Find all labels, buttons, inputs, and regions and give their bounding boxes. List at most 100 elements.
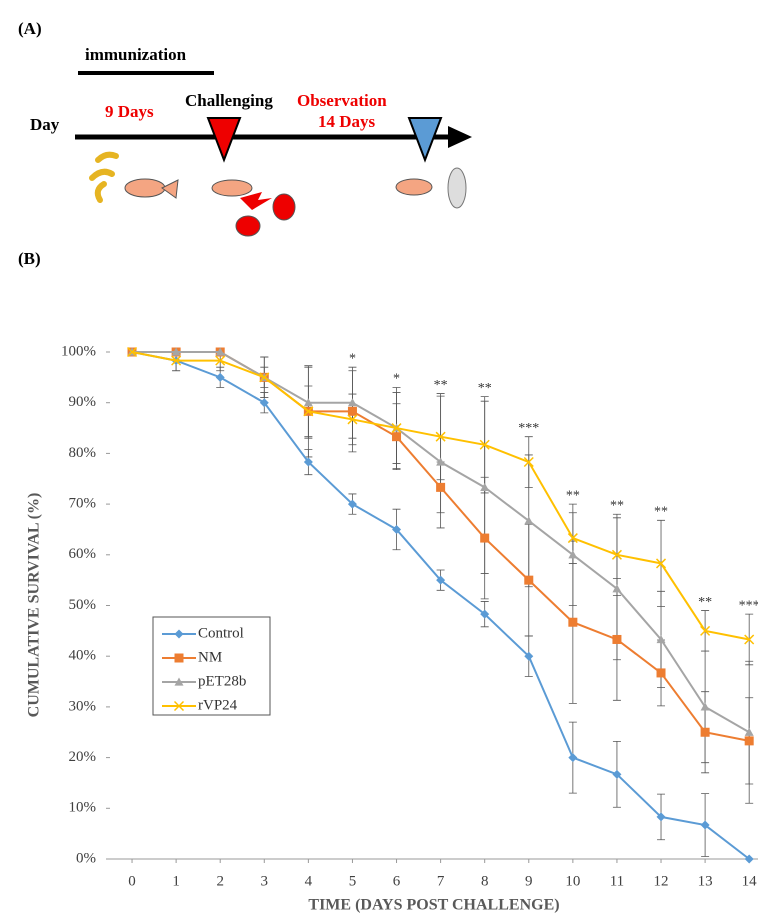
significance-label: ** — [566, 488, 580, 503]
x-tick-label: 9 — [525, 873, 533, 889]
marker — [436, 457, 446, 466]
marker — [656, 812, 666, 822]
shrimp-icon — [124, 178, 179, 199]
x-tick-label: 10 — [565, 873, 580, 889]
y-tick-label: 90% — [69, 394, 97, 410]
challenge-marker — [206, 117, 242, 163]
y-tick-label: 0% — [76, 850, 96, 866]
fourteen-days-label: 14 Days — [318, 112, 376, 131]
marker — [656, 634, 666, 644]
x-tick-label: 3 — [261, 873, 269, 889]
marker — [436, 482, 446, 492]
x-tick-label: 8 — [481, 873, 489, 889]
legend-label: Control — [198, 625, 244, 641]
marker — [700, 625, 711, 636]
marker — [480, 609, 490, 619]
x-tick-label: 7 — [437, 873, 445, 889]
marker — [524, 516, 534, 525]
marker — [259, 398, 269, 408]
x-axis-label: TIME (DAYS POST CHALLENGE) — [308, 897, 559, 914]
marker — [524, 575, 534, 585]
marker — [700, 727, 710, 737]
immunization-label: immunization — [85, 45, 187, 64]
marker — [174, 653, 184, 663]
marker — [744, 634, 755, 645]
marker — [568, 617, 578, 627]
y-tick-label: 70% — [69, 496, 97, 512]
marker — [435, 431, 446, 442]
x-tick-label: 13 — [698, 873, 713, 889]
y-tick-label: 20% — [69, 749, 97, 765]
marker — [567, 533, 578, 544]
legend — [152, 616, 271, 716]
marker — [612, 769, 622, 779]
marker — [215, 347, 225, 356]
end-marker — [407, 117, 443, 163]
marker — [568, 550, 578, 559]
x-tick-label: 1 — [172, 873, 180, 889]
shrimp-challenged-icon — [211, 179, 296, 237]
marker — [303, 457, 313, 467]
day-label: Day — [30, 115, 60, 134]
significance-label: *** — [518, 421, 539, 436]
x-tick-label: 0 — [128, 873, 136, 889]
significance-label: ** — [610, 498, 624, 513]
significance-label: ** — [434, 378, 448, 393]
y-tick-label: 40% — [69, 648, 97, 664]
marker — [347, 414, 358, 425]
challenging-label: Challenging — [185, 91, 273, 110]
marker — [171, 347, 181, 356]
marker — [744, 727, 754, 736]
panel-label: (B) — [18, 249, 41, 268]
significance-label: * — [393, 372, 400, 387]
panel-label: (A) — [18, 19, 42, 38]
marker — [259, 372, 270, 383]
marker — [655, 558, 667, 569]
marker — [347, 499, 357, 509]
x-tick-label: 5 — [349, 873, 357, 889]
y-tick-label: 50% — [69, 597, 97, 613]
x-tick-label: 4 — [305, 873, 313, 889]
marker — [612, 634, 622, 644]
marker — [744, 854, 754, 864]
marker — [700, 820, 710, 830]
y-tick-label: 60% — [69, 546, 97, 562]
marker — [173, 700, 185, 712]
marker — [700, 702, 710, 711]
marker — [392, 524, 402, 534]
marker — [171, 355, 182, 366]
y-tick-label: 10% — [69, 800, 97, 816]
marker — [215, 372, 225, 382]
timeline-arrowhead — [448, 126, 472, 148]
nine-days-label: 9 Days — [105, 102, 154, 121]
x-tick-label: 14 — [742, 873, 758, 889]
x-tick-label: 2 — [216, 873, 224, 889]
marker — [611, 549, 622, 560]
x-tick-label: 6 — [393, 873, 401, 889]
significance-label: *** — [739, 598, 758, 613]
marker — [524, 651, 534, 661]
observation-label: Observation — [297, 91, 387, 110]
marker — [523, 456, 534, 468]
marker — [215, 355, 226, 366]
legend-label: pET28b — [198, 673, 246, 689]
marker — [303, 406, 314, 417]
marker — [479, 439, 490, 450]
marker — [744, 736, 754, 746]
legend-label: NM — [198, 649, 222, 665]
marker — [480, 482, 490, 491]
significance-label: ** — [654, 505, 668, 520]
y-tick-label: 30% — [69, 698, 97, 714]
marker — [127, 346, 138, 358]
significance-label: ** — [698, 595, 712, 610]
y-tick-label: 100% — [61, 343, 96, 359]
marker — [174, 677, 184, 686]
significance-label: * — [349, 351, 356, 366]
shrimp-survivor-icon — [395, 167, 467, 209]
x-tick-label: 11 — [610, 873, 624, 889]
marker — [303, 398, 313, 407]
y-axis-label: CUMULATIVE SURVIVAL (%) — [26, 493, 43, 718]
marker — [392, 432, 402, 442]
worms-icon — [89, 151, 119, 203]
